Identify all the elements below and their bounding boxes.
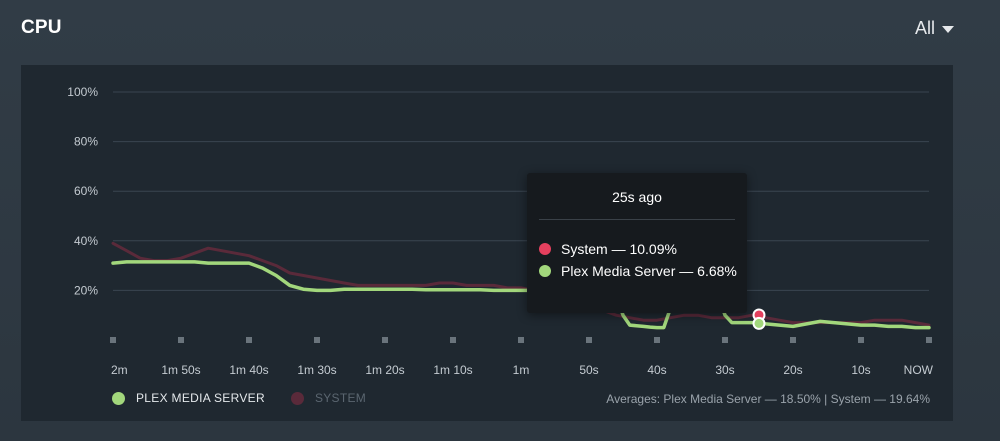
- x-tick-label: NOW: [904, 363, 934, 377]
- y-tick-label: 20%: [74, 283, 98, 297]
- tooltip-divider: [539, 219, 735, 220]
- tooltip-plex-value: Plex Media Server — 6.68%: [561, 263, 737, 279]
- x-tick-label: 2m: [111, 363, 128, 377]
- x-tick-mark: [450, 337, 456, 343]
- x-tick-label: 40s: [647, 363, 666, 377]
- x-tick-label: 1m 40s: [229, 363, 268, 377]
- x-tick-label: 1m: [513, 363, 530, 377]
- plex-swatch-icon: [112, 391, 125, 405]
- chart-legend: PLEX MEDIA SERVER SYSTEM: [112, 391, 392, 405]
- x-tick-mark: [110, 337, 116, 343]
- y-tick-label: 60%: [74, 184, 98, 198]
- hover-point-plex: [752, 316, 766, 330]
- legend-label-system: SYSTEM: [314, 391, 367, 405]
- x-tick-mark: [790, 337, 796, 343]
- x-tick-label: 50s: [579, 363, 598, 377]
- tooltip-title: 25s ago: [612, 189, 662, 205]
- legend-item-plex[interactable]: PLEX MEDIA SERVER: [112, 391, 265, 405]
- series-line-plex: [111, 260, 931, 330]
- cpu-chart[interactable]: 20% 40% 60% 80% 100% 2m 1m 50s 1m 40s 1m 30s 1m 2…: [21, 65, 953, 421]
- legend-label-plex: PLEX MEDIA SERVER: [136, 391, 265, 405]
- chevron-down-icon: [942, 26, 954, 33]
- x-tick-mark: [926, 337, 932, 343]
- x-tick-label: 1m 20s: [365, 363, 404, 377]
- x-tick-mark: [518, 337, 524, 343]
- x-tick-mark: [178, 337, 184, 343]
- page-title: CPU: [21, 17, 62, 38]
- x-tick-mark: [722, 337, 728, 343]
- range-dropdown[interactable]: All: [915, 18, 954, 39]
- x-tick-label: 30s: [715, 363, 734, 377]
- x-tick-mark: [586, 337, 592, 343]
- x-tick-label: 10s: [851, 363, 870, 377]
- plex-dot-icon: [539, 265, 551, 277]
- x-tick-mark: [654, 337, 660, 343]
- x-tick-label: 1m 30s: [297, 363, 336, 377]
- system-dot-icon: [539, 243, 551, 255]
- series-line-system: [111, 241, 931, 327]
- tooltip-system-value: System — 10.09%: [561, 241, 677, 257]
- x-tick-mark: [382, 337, 388, 343]
- averages-summary: Averages: Plex Media Server — 18.50% | S…: [606, 392, 930, 406]
- x-tick-mark: [858, 337, 864, 343]
- x-tick-label: 1m 50s: [161, 363, 200, 377]
- tooltip-row-plex: Plex Media Server — 6.68%: [539, 263, 737, 279]
- x-tick-label: 20s: [783, 363, 802, 377]
- y-tick-label: 80%: [74, 135, 98, 149]
- chart-tooltip: 25s ago System — 10.09% Plex Media Serve…: [527, 173, 747, 313]
- y-tick-label: 100%: [67, 85, 98, 99]
- tooltip-row-system: System — 10.09%: [539, 241, 677, 257]
- system-swatch-icon: [290, 391, 304, 405]
- x-tick-mark: [246, 337, 252, 343]
- cpu-chart-panel: 20% 40% 60% 80% 100% 2m 1m 50s 1m 40s 1m 30s 1m 2…: [21, 65, 953, 421]
- legend-item-system[interactable]: SYSTEM: [290, 391, 367, 405]
- x-tick-label: 1m 10s: [433, 363, 472, 377]
- x-tick-mark: [314, 337, 320, 343]
- y-tick-label: 40%: [74, 234, 98, 248]
- range-dropdown-label: All: [914, 18, 935, 38]
